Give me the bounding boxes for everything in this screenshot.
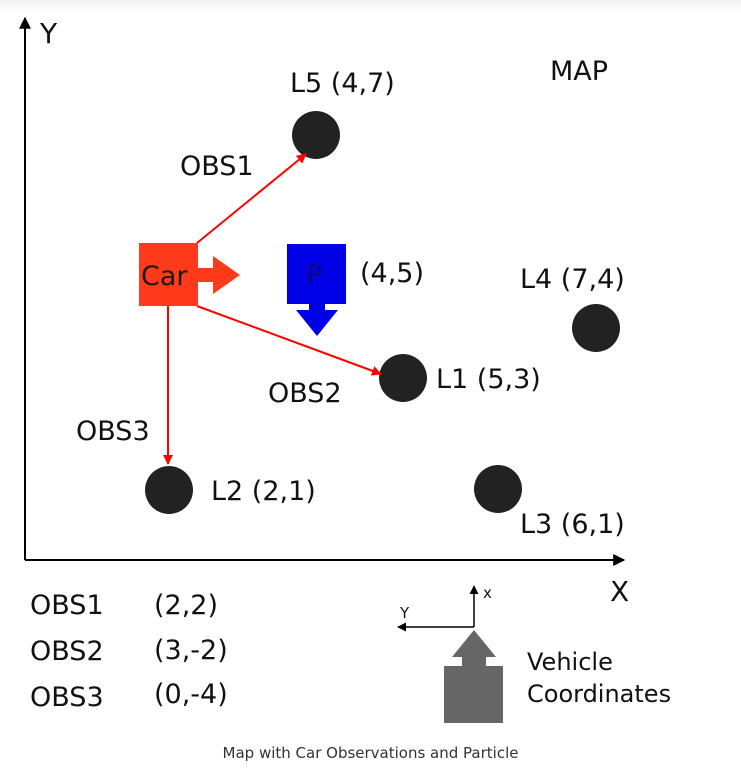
vehicle-y-label: Y [399, 604, 410, 622]
landmark-l2-marker [145, 466, 193, 514]
obs2-arrow [196, 305, 382, 376]
landmark-l1-label: L1 (5,3) [436, 364, 541, 395]
obs1-arrow-label: OBS1 [180, 151, 254, 182]
obs1-list-name: OBS1 [30, 590, 104, 621]
landmark-l1-marker [379, 354, 427, 402]
particle-body [287, 244, 346, 304]
obs1-list-value: (2,2) [154, 590, 218, 621]
vehicle-coordinates-line2: Coordinates [527, 680, 671, 708]
vehicle-icon-body [444, 666, 503, 723]
obs3-list-name: OBS3 [30, 682, 104, 713]
particle-position-label: (4,5) [360, 258, 424, 289]
car-body [139, 243, 198, 306]
obs1-arrow [196, 153, 307, 244]
particle-label: P [306, 260, 322, 291]
landmark-l5-marker [292, 111, 340, 159]
car-label: Car [141, 261, 188, 292]
landmark-l3-marker [474, 465, 522, 513]
landmark-l4-marker [572, 304, 620, 352]
obs3-arrow-label: OBS3 [76, 416, 150, 447]
landmark-l3-label: L3 (6,1) [520, 509, 625, 540]
car-heading-arrow [198, 256, 240, 294]
figure-caption: Map with Car Observations and Particle [222, 744, 519, 762]
vehicle-icon-arrow [452, 630, 496, 666]
map-title: MAP [550, 56, 608, 87]
obs3-list-value: (0,-4) [154, 679, 228, 710]
obs2-arrow-label: OBS2 [268, 378, 342, 409]
vehicle-x-label: x [483, 584, 492, 602]
landmark-l2-label: L2 (2,1) [211, 476, 316, 507]
obs2-list-name: OBS2 [30, 636, 104, 667]
obs2-list-value: (3,-2) [154, 635, 228, 666]
landmark-l4-label: L4 (7,4) [520, 264, 625, 295]
particle-heading-arrow [296, 304, 338, 336]
vehicle-coordinates-line1: Vehicle [527, 648, 613, 676]
landmark-l5-label: L5 (4,7) [290, 68, 395, 99]
x-axis-label: X [610, 575, 629, 608]
y-axis-label: Y [39, 17, 58, 50]
